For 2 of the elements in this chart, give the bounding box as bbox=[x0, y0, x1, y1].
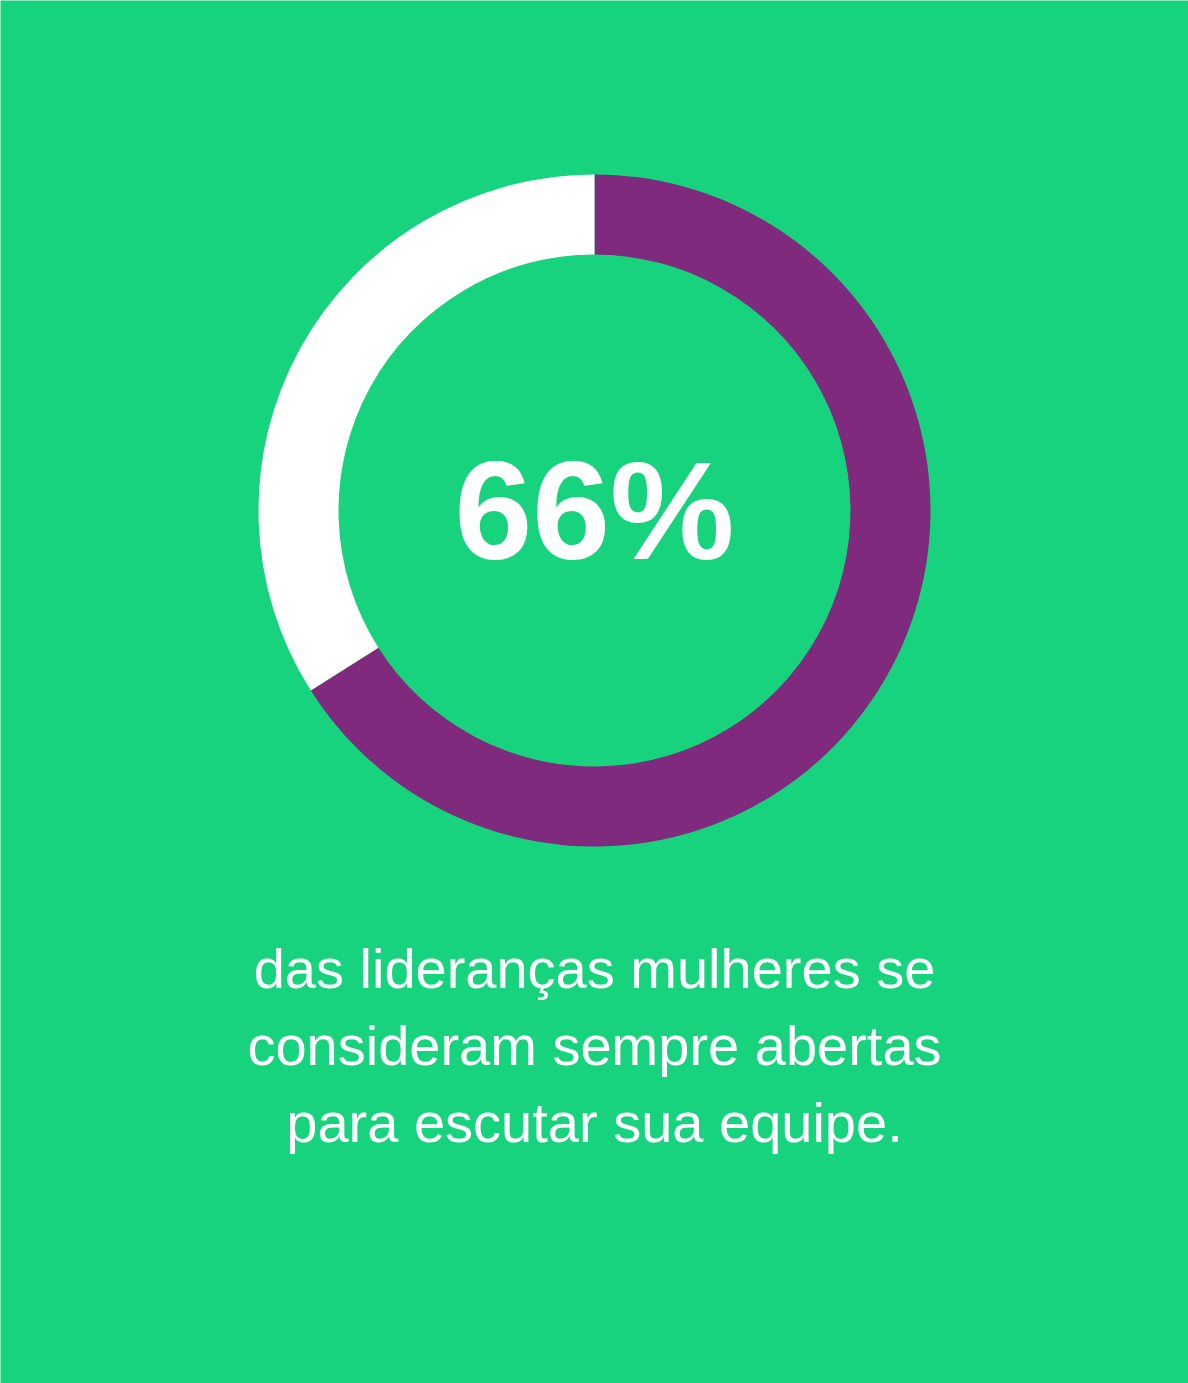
text: 66% bbox=[454, 432, 735, 589]
text: das lideranças mulheres se consideram sempre abertas para escutar sua equipe. bbox=[247, 937, 942, 1154]
